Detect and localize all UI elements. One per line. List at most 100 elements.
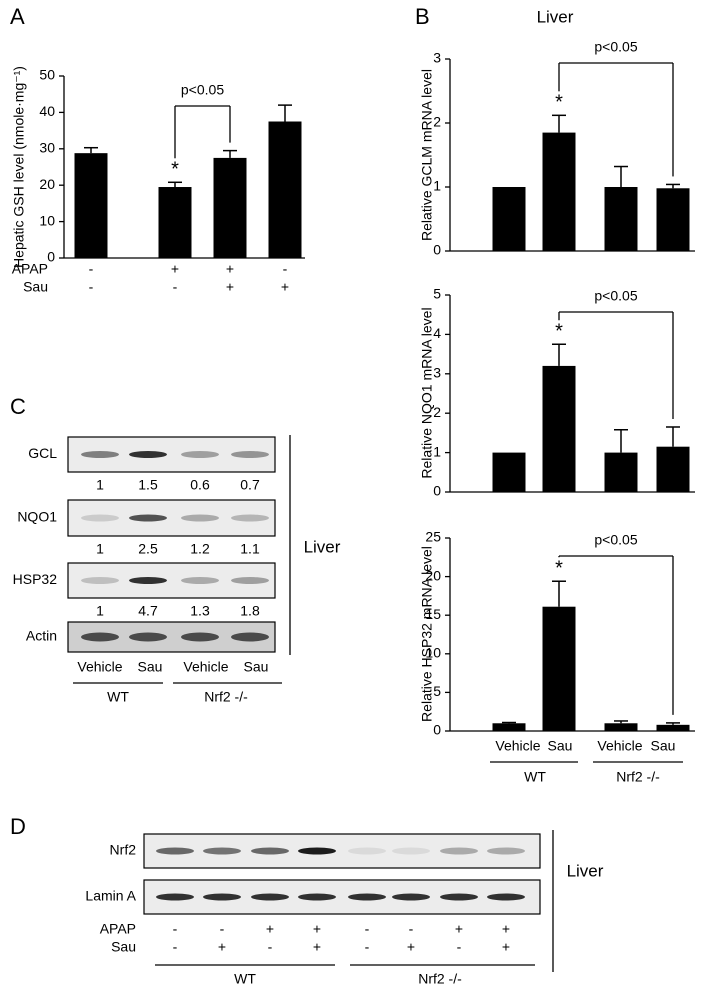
treatment-label: Sau — [111, 939, 136, 955]
significance-mark: * — [555, 558, 563, 580]
band — [129, 451, 167, 458]
group-label: Nrf2 -/- — [616, 769, 660, 785]
group-label: Nrf2 -/- — [418, 971, 462, 987]
bar — [268, 121, 302, 258]
band — [251, 847, 289, 855]
treatment-sign: + — [313, 921, 321, 937]
group-label: WT — [234, 971, 256, 987]
treatment-sign: + — [226, 279, 234, 295]
bar — [656, 188, 690, 251]
lane-label: Vehicle — [183, 659, 228, 675]
lane-label: Vehicle — [495, 738, 540, 754]
band — [129, 632, 167, 642]
band-ratio: 0.6 — [190, 477, 210, 493]
treatment-sign: + — [266, 921, 274, 937]
y-axis-label: Relative GCLM mRNA level — [419, 69, 435, 241]
band-ratio: 1 — [96, 541, 104, 557]
treatment-sign: - — [89, 279, 94, 295]
chart-title: Liver — [537, 7, 574, 26]
band — [181, 514, 219, 522]
band-ratio: 1.8 — [240, 603, 260, 619]
band — [203, 893, 241, 901]
y-tick-label: 10 — [425, 645, 441, 661]
band — [392, 893, 430, 901]
bar — [492, 723, 526, 731]
treatment-sign: - — [283, 261, 288, 277]
treatment-sign: + — [407, 939, 415, 955]
y-tick-label: 5 — [433, 683, 441, 699]
bar — [158, 187, 192, 258]
row-label: HSP32 — [13, 571, 58, 587]
bar — [492, 187, 526, 251]
band — [440, 893, 478, 901]
band — [348, 893, 386, 901]
y-tick-label: 10 — [39, 212, 55, 228]
band-ratio: 1 — [96, 603, 104, 619]
tissue-label: Liver — [567, 861, 604, 880]
treatment-sign: - — [365, 939, 370, 955]
treatment-sign: - — [365, 921, 370, 937]
comparison-label: p<0.05 — [594, 39, 637, 55]
lane-label: Sau — [138, 659, 163, 675]
treatment-sign: + — [313, 939, 321, 955]
band — [251, 893, 289, 901]
blot — [67, 562, 276, 599]
bar — [604, 187, 638, 251]
lane-label: Vehicle — [77, 659, 122, 675]
band — [231, 451, 269, 458]
group-label: WT — [107, 689, 129, 705]
band — [181, 632, 219, 642]
panel-letter: A — [10, 4, 25, 29]
band — [81, 632, 119, 642]
band — [298, 893, 336, 901]
row-label: NQO1 — [17, 509, 57, 525]
group-label: Nrf2 -/- — [204, 689, 248, 705]
band-ratio: 0.7 — [240, 477, 260, 493]
y-tick-label: 1 — [433, 443, 441, 459]
y-axis-label: Relative HSP32 mRNA level — [419, 546, 435, 722]
y-tick-label: 0 — [47, 249, 55, 265]
band — [348, 847, 386, 855]
y-tick-label: 30 — [39, 140, 55, 156]
band-ratio: 2.5 — [138, 541, 158, 557]
treatment-sign: + — [502, 921, 510, 937]
band — [298, 847, 336, 855]
bar — [492, 452, 526, 492]
y-tick-label: 1 — [433, 178, 441, 194]
band — [231, 632, 269, 642]
lane-label: Sau — [244, 659, 269, 675]
lane-label: Vehicle — [597, 738, 642, 754]
bar — [213, 157, 247, 258]
band — [81, 451, 119, 458]
treatment-sign: - — [409, 921, 414, 937]
treatment-sign: + — [281, 279, 289, 295]
band-ratio: 1.3 — [190, 603, 210, 619]
row-label: Nrf2 — [110, 842, 137, 858]
band — [392, 847, 430, 855]
treatment-sign: - — [173, 279, 178, 295]
blot — [67, 499, 276, 537]
y-tick-label: 25 — [425, 529, 441, 545]
row-label: GCL — [28, 445, 57, 461]
y-tick-label: 0 — [433, 242, 441, 258]
y-axis-label: Hepatic GSH level (nmole·mg⁻¹) — [11, 66, 27, 268]
treatment-sign: - — [457, 939, 462, 955]
band — [129, 577, 167, 584]
treatment-sign: - — [89, 261, 94, 277]
band — [156, 893, 194, 901]
y-tick-label: 15 — [425, 606, 441, 622]
y-tick-label: 20 — [425, 567, 441, 583]
lane-label: Sau — [651, 738, 676, 754]
y-tick-label: 50 — [39, 67, 55, 83]
band-ratio: 1.1 — [240, 541, 260, 557]
band — [231, 577, 269, 584]
bar — [656, 724, 690, 731]
treatment-sign: - — [173, 921, 178, 937]
lane-label: Sau — [548, 738, 573, 754]
tissue-label: Liver — [304, 537, 341, 556]
row-label: Lamin A — [85, 888, 136, 904]
treatment-label: Sau — [23, 279, 48, 295]
treatment-label: APAP — [12, 261, 48, 277]
treatment-sign: + — [226, 261, 234, 277]
bar — [542, 132, 576, 251]
